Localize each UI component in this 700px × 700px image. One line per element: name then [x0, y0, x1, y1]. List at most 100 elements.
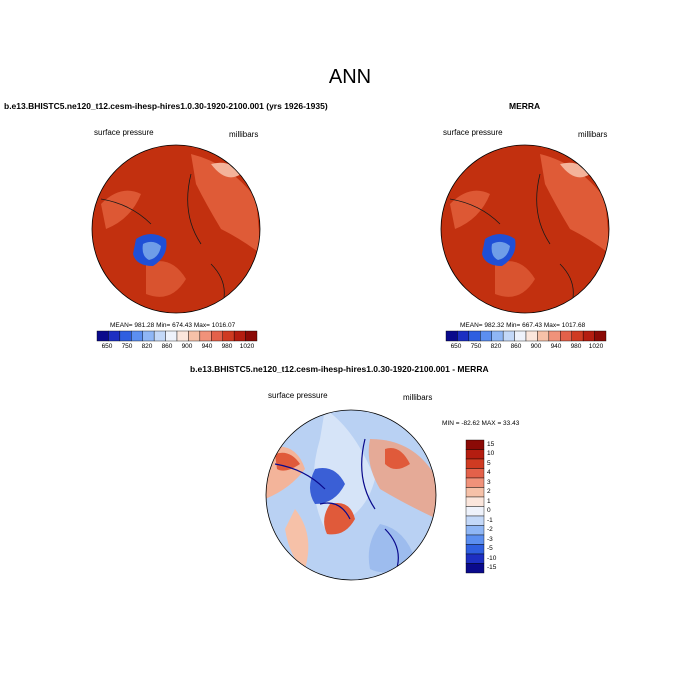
- obs-colorbar: [445, 330, 607, 342]
- model-land-eurasia: [191, 154, 260, 254]
- obs-colorbar-swatch: [514, 330, 527, 342]
- model-colorbar-tick-label: 650: [101, 343, 113, 350]
- diff-colorbar-tick-label: 15: [487, 440, 495, 448]
- diff-colorbar-tick-label: -3: [487, 535, 493, 543]
- diff-neg-canada: [310, 468, 345, 504]
- diff-units-label: millibars: [403, 393, 433, 402]
- model-colorbar-tick-label: 900: [181, 343, 193, 350]
- diff-colorbar-tick-label: 1: [487, 497, 491, 505]
- model-colorbar-swatch: [119, 330, 132, 342]
- diff-colorbar-tick-label: 3: [487, 478, 491, 486]
- model-colorbar-swatch: [211, 330, 223, 342]
- obs-colorbar-swatch: [491, 330, 504, 342]
- diff-colorbar-swatch: [465, 525, 485, 536]
- diff-pos-core-1: [275, 452, 300, 471]
- diff-panel-title: b.e13.BHISTC5.ne120_t12.cesm-ihesp-hires…: [190, 364, 489, 374]
- model-colorbar-swatch: [131, 330, 143, 342]
- model-land-highlands: [211, 162, 241, 178]
- model-colorbar-swatch: [108, 330, 121, 342]
- model-greenland-core: [142, 241, 161, 260]
- obs-colorbar-tick-label: 820: [490, 343, 502, 350]
- model-variable-label: surface pressure: [94, 128, 154, 137]
- diff-colorbar-swatch: [465, 506, 485, 517]
- diff-colorbar-swatch: [465, 477, 485, 488]
- obs-colorbar-tick-label: 980: [570, 343, 582, 350]
- model-colorbar-swatch: [233, 330, 246, 342]
- diff-colorbar: [465, 439, 485, 574]
- diff-greenland-pos: [324, 503, 355, 535]
- obs-map: [440, 144, 610, 314]
- obs-colorbar-tick-label: 650: [450, 343, 462, 350]
- obs-colorbar-swatch: [548, 330, 561, 342]
- diff-map: [265, 409, 437, 581]
- diff-colorbar-swatch: [465, 544, 485, 555]
- diff-colorbar-labels: 15 10 5 4 3 2 1 0 -1 -2 -3 -5 -10 -15: [487, 440, 517, 573]
- model-land-asia-south: [146, 261, 186, 297]
- obs-colorbar-swatch: [560, 330, 572, 342]
- diff-colorbar-swatch: [465, 468, 485, 479]
- model-colorbar-swatch: [245, 330, 258, 342]
- obs-colorbar-swatch: [537, 330, 550, 342]
- model-colorbar-labels: 650 750 820 860 900 940 980 1020: [97, 343, 257, 352]
- model-colorbar-tick-label: 940: [201, 343, 213, 350]
- diff-colorbar-tick-label: -1: [487, 516, 493, 524]
- diff-colorbar-tick-label: -10: [487, 554, 497, 562]
- diff-pos-core-2: [385, 448, 410, 469]
- model-land-canada: [101, 190, 141, 229]
- model-colorbar-swatch: [96, 330, 109, 342]
- diff-colorbar-swatch: [465, 487, 485, 498]
- diff-colorbar-tick-label: 5: [487, 459, 491, 467]
- obs-map-border: [440, 144, 610, 314]
- diff-colorbar-swatch: [465, 458, 485, 469]
- diff-colorbar-swatch: [465, 563, 485, 574]
- diff-coastlines: [274, 438, 399, 575]
- model-colorbar-tick-label: 1020: [239, 343, 255, 350]
- diff-variable-label: surface pressure: [268, 391, 328, 400]
- obs-colorbar-swatch: [468, 330, 481, 342]
- model-colorbar-tick-label: 980: [221, 343, 233, 350]
- model-colorbar-swatch: [199, 330, 212, 342]
- obs-variable-label: surface pressure: [443, 128, 503, 137]
- diff-colorbar-tick-label: -15: [487, 564, 497, 572]
- model-colorbar-tick-label: 750: [121, 343, 133, 350]
- obs-units-label: millibars: [578, 130, 608, 139]
- model-panel-title: b.e13.BHISTC5.ne120_t12.cesm-ihesp-hires…: [4, 101, 328, 111]
- obs-colorbar-swatch: [480, 330, 492, 342]
- model-colorbar: [96, 330, 258, 342]
- model-colorbar-swatch: [176, 330, 189, 342]
- diff-colorbar-swatch: [465, 515, 485, 526]
- obs-land-highlands: [560, 162, 590, 178]
- diff-colorbar-tick-label: -5: [487, 545, 493, 553]
- model-colorbar-swatch: [222, 330, 235, 342]
- diff-colorbar-swatch: [465, 496, 485, 507]
- obs-land-canada: [450, 190, 490, 229]
- diff-colorbar-swatch: [465, 553, 485, 564]
- diff-map-border: [265, 409, 437, 581]
- obs-colorbar-swatch: [582, 330, 595, 342]
- obs-colorbar-swatch: [571, 330, 584, 342]
- model-colorbar-tick-label: 860: [161, 343, 173, 350]
- diff-colorbar-swatch: [465, 449, 485, 460]
- model-colorbar-swatch: [142, 330, 155, 342]
- model-map-border: [91, 144, 261, 314]
- obs-colorbar-tick-label: 750: [470, 343, 482, 350]
- model-units-label: millibars: [229, 130, 259, 139]
- obs-colorbar-tick-label: 1020: [588, 343, 604, 350]
- diff-pos-south: [285, 509, 309, 569]
- obs-colorbar-swatch: [594, 330, 607, 342]
- obs-colorbar-swatch: [502, 330, 515, 342]
- diff-colorbar-tick-label: 10: [487, 450, 495, 458]
- diff-stats: MIN = -82.62 MAX = 33.43: [442, 420, 520, 427]
- obs-land-asia-south: [495, 261, 535, 297]
- diff-colorbar-tick-label: -2: [487, 526, 493, 534]
- figure-title: ANN: [328, 66, 372, 88]
- diff-colorbar-swatch: [465, 439, 485, 450]
- diff-colorbar-swatch: [465, 534, 485, 545]
- model-colorbar-swatch: [153, 330, 166, 342]
- obs-land-eurasia: [540, 154, 609, 254]
- model-stats: MEAN= 981.28 Min= 674.43 Max= 1016.07: [110, 322, 236, 329]
- obs-greenland-core: [491, 241, 510, 260]
- diff-colorbar-tick-label: 0: [487, 507, 491, 515]
- model-map: [91, 144, 261, 314]
- model-colorbar-swatch: [165, 330, 178, 342]
